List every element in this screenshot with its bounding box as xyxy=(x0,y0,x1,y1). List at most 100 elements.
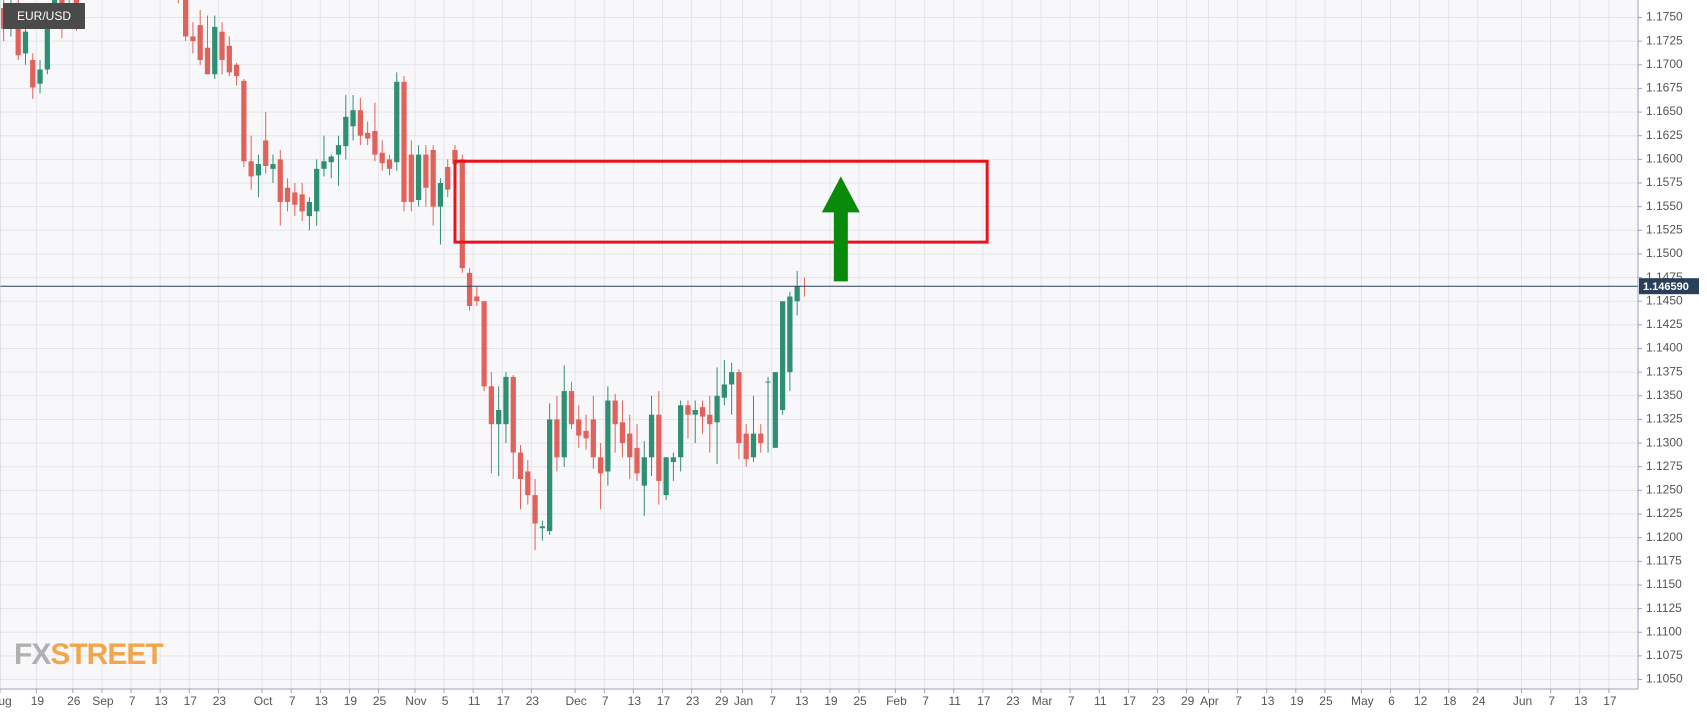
candle-body xyxy=(452,149,458,165)
candle-body xyxy=(568,391,575,425)
x-tick-label: 19 xyxy=(1290,694,1304,708)
grid xyxy=(0,0,1638,689)
x-tick-label: Dec xyxy=(565,694,586,708)
logo-street: STREET xyxy=(50,638,163,671)
candle-body xyxy=(794,286,800,302)
candle-body xyxy=(306,201,313,217)
x-tick-label: Jun xyxy=(1513,694,1532,708)
y-tick-label: 1.1525 xyxy=(1646,222,1683,236)
candle-body xyxy=(576,419,582,436)
candle-body xyxy=(248,161,254,177)
candle-body xyxy=(335,145,342,155)
candle-body xyxy=(445,166,451,190)
candle-body xyxy=(233,64,240,77)
candle-body xyxy=(525,471,531,496)
y-tick-label: 1.1625 xyxy=(1646,128,1683,142)
candle-body xyxy=(583,430,589,439)
x-tick-label: 19 xyxy=(824,694,838,708)
candle-body xyxy=(743,433,749,460)
candle-body xyxy=(466,272,473,306)
resistance-zone xyxy=(453,159,989,244)
x-tick-label: 7 xyxy=(1548,694,1555,708)
y-tick-label: 1.1050 xyxy=(1646,672,1683,686)
candle-body xyxy=(423,154,429,188)
candle-body xyxy=(481,301,487,387)
candle-body xyxy=(517,452,524,480)
logo: FXSTREET xyxy=(14,638,163,671)
candle-body xyxy=(30,60,36,88)
candle-body xyxy=(226,45,232,73)
candle-body xyxy=(241,80,247,162)
candle-body xyxy=(22,31,29,54)
candle-body xyxy=(379,152,385,164)
candle-body xyxy=(699,407,706,417)
candle-body xyxy=(328,156,334,163)
x-tick-label: 13 xyxy=(315,694,329,708)
candle-body xyxy=(707,414,713,425)
x-tick-label: 11 xyxy=(468,694,481,708)
y-tick-label: 1.1750 xyxy=(1646,10,1683,24)
x-tick-label: 17 xyxy=(1603,694,1617,708)
candles xyxy=(1,0,805,550)
y-tick-label: 1.1150 xyxy=(1646,577,1682,591)
candle-body xyxy=(459,159,465,269)
x-tick-label: 13 xyxy=(154,694,168,708)
x-tick-label: 23 xyxy=(1006,694,1020,708)
x-tick-label: 13 xyxy=(795,694,809,708)
y-tick-label: 1.1075 xyxy=(1646,648,1683,662)
x-tick-label: 23 xyxy=(526,694,540,708)
x-tick-label: 25 xyxy=(1319,694,1333,708)
candle-body xyxy=(605,400,611,472)
candle-body xyxy=(729,372,735,385)
candle-body xyxy=(343,116,349,147)
candle-body xyxy=(350,110,356,127)
candle-body xyxy=(204,47,211,75)
candle-body xyxy=(190,36,196,42)
last-price-label: 1.146590 xyxy=(1643,281,1689,293)
candle-body xyxy=(255,164,262,176)
x-tick-label: 29 xyxy=(1181,694,1195,708)
candle-body xyxy=(590,419,596,458)
candle-body xyxy=(408,154,414,202)
x-tick-label: May xyxy=(1351,694,1374,708)
candle-body xyxy=(634,447,640,474)
x-tick-label: 19 xyxy=(31,694,45,708)
y-tick-label: 1.1675 xyxy=(1646,81,1683,95)
candle-body xyxy=(365,132,371,139)
x-tick-label: 18 xyxy=(1443,694,1457,708)
candle-body xyxy=(197,25,203,61)
candle-body xyxy=(532,495,538,524)
symbol-box xyxy=(3,3,85,29)
x-tick-label: 13 xyxy=(1574,694,1588,708)
candle-body xyxy=(401,81,407,202)
candle-body xyxy=(37,69,43,84)
candle-body xyxy=(772,372,778,448)
candle-body xyxy=(750,433,757,458)
x-tick-label: 25 xyxy=(373,694,387,708)
y-tick-label: 1.1225 xyxy=(1646,506,1683,520)
candle-body xyxy=(758,433,764,444)
candle-body xyxy=(779,301,786,410)
candle-body xyxy=(510,376,516,453)
plot-background xyxy=(0,0,1638,689)
candle-body xyxy=(44,12,50,70)
x-tick-label: Nov xyxy=(405,694,426,708)
x-tick-label: 17 xyxy=(184,694,198,708)
candle-body xyxy=(299,194,305,212)
x-tick-label: 13 xyxy=(1261,694,1275,708)
candle-body xyxy=(292,192,298,205)
candle-body xyxy=(394,81,400,163)
candle-body xyxy=(437,183,444,207)
candle-body xyxy=(736,372,742,444)
candle-body xyxy=(496,409,502,425)
candle-body xyxy=(627,433,633,458)
logo-fx: FX xyxy=(14,638,51,671)
y-tick-label: 1.1325 xyxy=(1646,412,1683,426)
y-tick-label: 1.1125 xyxy=(1646,601,1682,615)
y-tick-label: 1.1600 xyxy=(1646,152,1683,166)
candle-body xyxy=(787,296,793,373)
x-tick-label: 17 xyxy=(497,694,511,708)
axes: 1.1050 1.1075 1.1100 1.1125 1.1150 1.1175 1.12… xyxy=(0,10,1699,708)
